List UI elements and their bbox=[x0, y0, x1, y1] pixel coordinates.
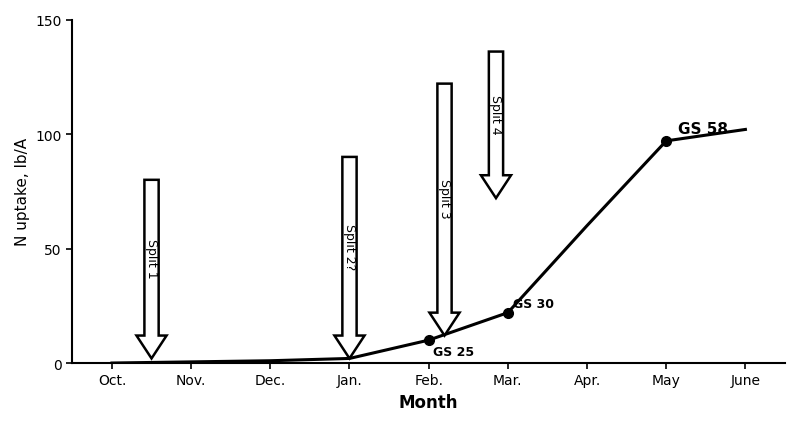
Text: GS 58: GS 58 bbox=[678, 122, 728, 137]
FancyArrow shape bbox=[334, 158, 365, 359]
Text: GS 30: GS 30 bbox=[513, 298, 554, 311]
Text: Split 2?: Split 2? bbox=[343, 224, 356, 270]
FancyArrow shape bbox=[430, 84, 459, 336]
X-axis label: Month: Month bbox=[399, 393, 458, 411]
Text: GS 25: GS 25 bbox=[434, 345, 474, 358]
Text: Split 3: Split 3 bbox=[438, 179, 451, 219]
FancyArrow shape bbox=[137, 180, 166, 359]
Text: Split 4: Split 4 bbox=[490, 95, 502, 134]
Y-axis label: N uptake, lb/A: N uptake, lb/A bbox=[15, 138, 30, 246]
FancyArrow shape bbox=[481, 52, 511, 199]
Text: Split 1: Split 1 bbox=[145, 238, 158, 278]
